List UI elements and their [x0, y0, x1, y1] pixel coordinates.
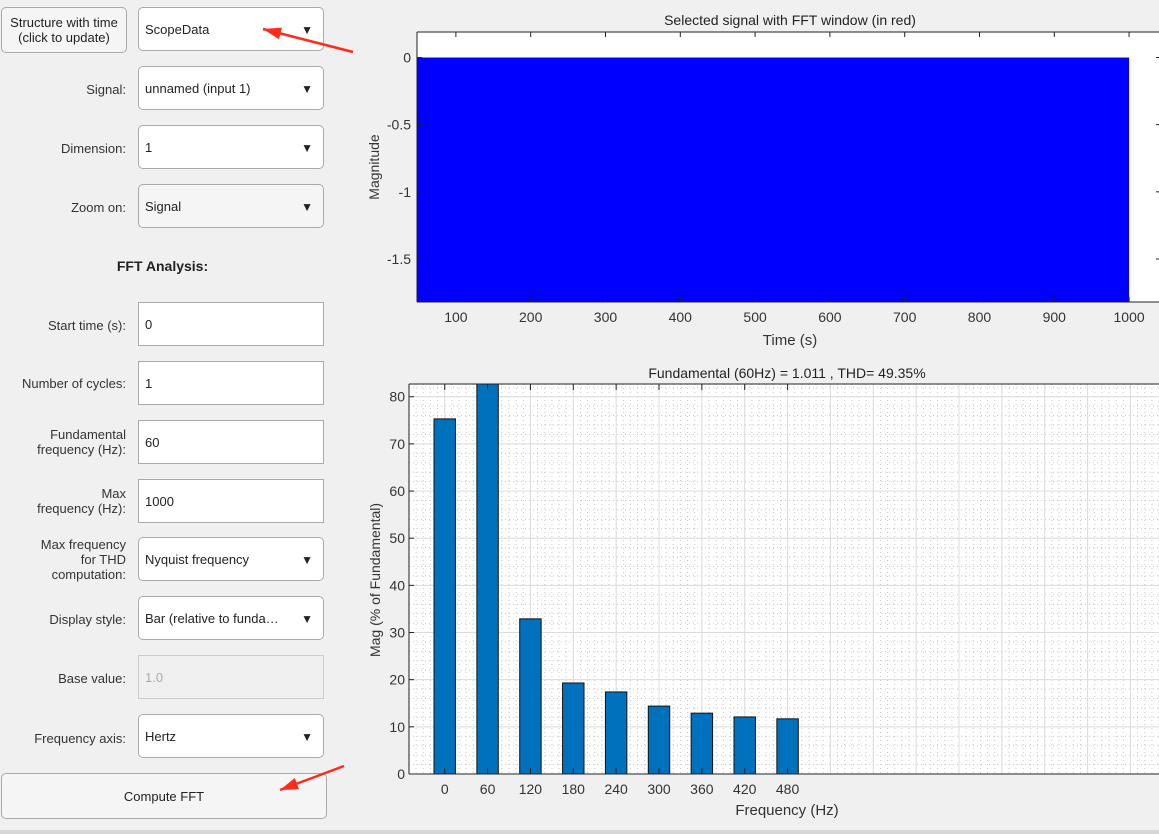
bottom-x-axis-label: Frequency (Hz) [735, 802, 838, 819]
x-tick-label: 500 [743, 309, 767, 325]
x-tick-label: 480 [776, 781, 800, 797]
fundamental-frequency-input[interactable]: 60 [138, 420, 324, 464]
fft-analysis-heading: FFT Analysis: [116, 258, 209, 274]
thd-max-frequency-dropdown[interactable]: Nyquist frequency ▼ [138, 537, 324, 581]
base-value: 1.0 [145, 669, 164, 685]
start-time-input[interactable]: 0 [138, 302, 324, 346]
annotation-arrowhead [263, 27, 282, 40]
bottom-scroll-edge [0, 830, 1159, 834]
signal-label: Signal: [86, 82, 126, 97]
bar-60hz [476, 383, 499, 775]
bottom-chart-title: Fundamental (60Hz) = 1.011 , THD= 49.35% [648, 365, 925, 381]
max-frequency-input[interactable]: 1000 [138, 479, 324, 523]
dropdown-arrow-icon: ▼ [301, 730, 313, 744]
x-tick-label: 0 [441, 781, 449, 797]
structure-update-button[interactable]: Structure with time (click to update) [1, 7, 127, 53]
max-frequency-label: Max frequency (Hz): [37, 486, 126, 516]
x-tick-label: 300 [594, 309, 618, 325]
signal-dropdown[interactable]: unnamed (input 1) ▼ [138, 66, 324, 110]
x-tick-label: 1000 [1114, 309, 1145, 325]
cycles-value: 1 [145, 375, 153, 391]
x-tick-label: 900 [1043, 309, 1067, 325]
bar-480hz [776, 718, 799, 775]
thd-max-frequency-label: Max frequency for THD computation: [40, 537, 126, 582]
structure-dropdown[interactable]: ScopeData ▼ [138, 7, 324, 51]
dimension-label: Dimension: [60, 141, 126, 156]
bar-300hz [647, 705, 671, 775]
y-tick-label: 50 [389, 530, 405, 546]
max-frequency-value: 1000 [145, 493, 174, 509]
zoom-value: Signal [145, 198, 182, 214]
start-time-value: 0 [145, 316, 153, 332]
signal-fill [417, 57, 1130, 303]
annotation-arrowhead [280, 778, 299, 790]
dropdown-arrow-icon: ▼ [301, 553, 313, 567]
frequency-axis-label: Frequency axis: [34, 731, 126, 746]
structure-value: ScopeData [145, 21, 210, 37]
dimension-dropdown[interactable]: 1 ▼ [138, 125, 324, 169]
cycles-input[interactable]: 1 [138, 361, 324, 405]
base-value-input: 1.0 [138, 655, 324, 699]
x-tick-label: 420 [733, 781, 757, 797]
dimension-value: 1 [145, 139, 153, 155]
y-tick-label: 30 [389, 625, 405, 641]
bar-420hz [733, 716, 756, 775]
y-tick-label: 40 [389, 577, 405, 593]
x-tick-label: 120 [519, 781, 543, 797]
x-tick-label: 800 [968, 309, 992, 325]
bar-0hz [433, 418, 456, 775]
bar-120hz [519, 618, 542, 775]
x-tick-label: 240 [604, 781, 628, 797]
y-tick-label: 60 [389, 483, 405, 499]
x-tick-label: 600 [818, 309, 842, 325]
y-tick-label: -1.5 [387, 251, 411, 267]
fundamental-frequency-label: Fundamental frequency (Hz): [37, 427, 126, 457]
top-chart-title: Selected signal with FFT window (in red) [664, 12, 916, 28]
y-tick-label: 70 [389, 436, 405, 452]
signal-value: unnamed (input 1) [145, 80, 251, 96]
y-tick-label: 20 [389, 672, 405, 688]
x-tick-label: 300 [647, 781, 671, 797]
zoom-dropdown[interactable]: Signal ▼ [138, 184, 324, 228]
x-tick-label: 700 [893, 309, 917, 325]
cycles-label: Number of cycles: [21, 376, 126, 391]
fundamental-frequency-value: 60 [145, 434, 160, 450]
y-tick-label: 0 [403, 50, 411, 66]
x-tick-label: 200 [519, 309, 543, 325]
y-tick-label: -1 [399, 184, 412, 200]
top-y-axis-label: Magnitude [366, 134, 382, 200]
x-tick-label: 400 [669, 309, 693, 325]
bar-240hz [604, 691, 628, 775]
y-tick-label: 80 [389, 389, 405, 405]
bar-360hz [690, 712, 714, 775]
x-tick-label: 60 [480, 781, 496, 797]
y-tick-label: 0 [397, 766, 405, 782]
zoom-label: Zoom on: [71, 200, 126, 215]
bar-180hz [562, 682, 585, 775]
dropdown-arrow-icon: ▼ [301, 141, 313, 155]
y-tick-label: 10 [389, 719, 405, 735]
dropdown-arrow-icon: ▼ [301, 82, 313, 96]
bottom-y-axis-label: Mag (% of Fundamental) [367, 503, 383, 657]
display-style-label: Display style: [49, 612, 126, 627]
compute-fft-button[interactable]: Compute FFT [1, 773, 327, 819]
x-tick-label: 180 [562, 781, 586, 797]
y-tick-label: -0.5 [387, 117, 411, 133]
frequency-axis-value: Hertz [145, 728, 177, 744]
dropdown-arrow-icon: ▼ [301, 23, 313, 37]
display-style-value: Bar (relative to funda… [145, 610, 279, 626]
x-tick-label: 360 [690, 781, 714, 797]
dropdown-arrow-icon: ▼ [301, 612, 313, 626]
dropdown-arrow-icon: ▼ [301, 200, 313, 214]
display-style-dropdown[interactable]: Bar (relative to funda… ▼ [138, 596, 324, 640]
start-time-label: Start time (s): [47, 318, 126, 333]
top-x-axis-label: Time (s) [763, 332, 817, 349]
base-value-label: Base value: [58, 671, 126, 686]
thd-value: Nyquist frequency [145, 551, 250, 567]
frequency-axis-dropdown[interactable]: Hertz ▼ [138, 714, 324, 758]
x-tick-label: 100 [444, 309, 468, 325]
